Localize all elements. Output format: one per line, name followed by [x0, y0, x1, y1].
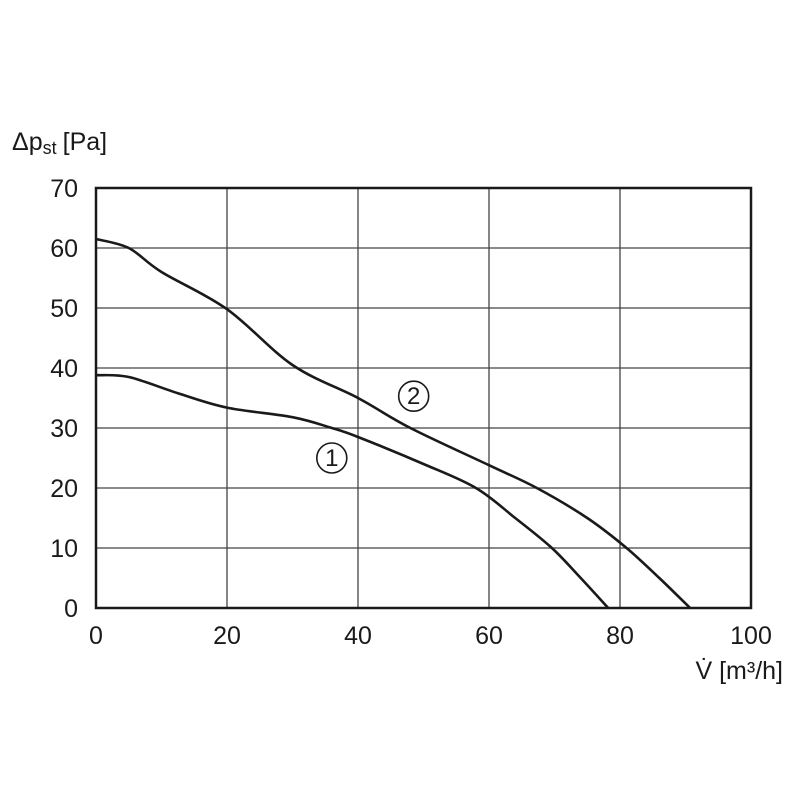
y-tick-label: 50 — [50, 295, 78, 323]
y-tick-label: 20 — [50, 475, 78, 503]
y-tick-label: 60 — [50, 235, 78, 263]
y-tick-label: 0 — [64, 595, 78, 623]
y-tick-label: 40 — [50, 355, 78, 383]
curve-2 — [95, 237, 691, 609]
y-axis-label-main: Δp — [12, 128, 43, 156]
y-tick-label: 70 — [50, 175, 78, 203]
curve-label-circle — [315, 442, 348, 474]
tick-labels: 0 20 40 60 80 100 0 10 20 30 40 50 60 70 — [50, 175, 772, 650]
x-tick-label: 80 — [606, 622, 634, 650]
x-tick-label: 40 — [344, 622, 372, 650]
x-tick-label: 60 — [475, 622, 503, 650]
curves — [95, 237, 691, 609]
curve-label-circle — [397, 380, 430, 413]
curve-labels: 12 — [315, 380, 430, 474]
curve-1 — [95, 373, 610, 609]
curve-label-1: 1 — [325, 445, 338, 472]
x-tick-label: 20 — [213, 622, 241, 650]
x-tick-label: 100 — [730, 622, 772, 650]
y-axis-label-unit: [Pa] — [63, 128, 107, 156]
y-axis-label-sub: st — [43, 138, 57, 158]
y-axis-label: Δpst [Pa] — [12, 128, 107, 158]
plot-frame — [94, 186, 753, 610]
curve-label-2: 2 — [407, 383, 420, 410]
y-tick-label: 10 — [50, 535, 78, 563]
x-axis-label: V̇ [m³/h] — [695, 656, 783, 685]
y-tick-label: 30 — [50, 415, 78, 443]
x-tick-label: 0 — [89, 622, 103, 650]
